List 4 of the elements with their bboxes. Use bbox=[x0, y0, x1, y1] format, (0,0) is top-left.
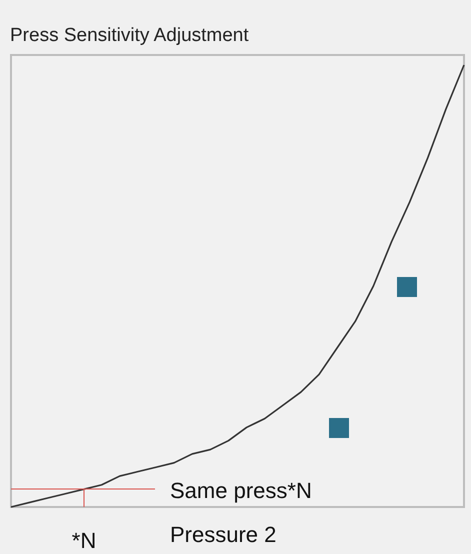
chart-title: Press Sensitivity Adjustment bbox=[10, 25, 250, 46]
text: *N bbox=[72, 528, 96, 553]
text: Pressure 2 bbox=[170, 522, 276, 547]
annotation: Same press*N bbox=[170, 478, 312, 503]
